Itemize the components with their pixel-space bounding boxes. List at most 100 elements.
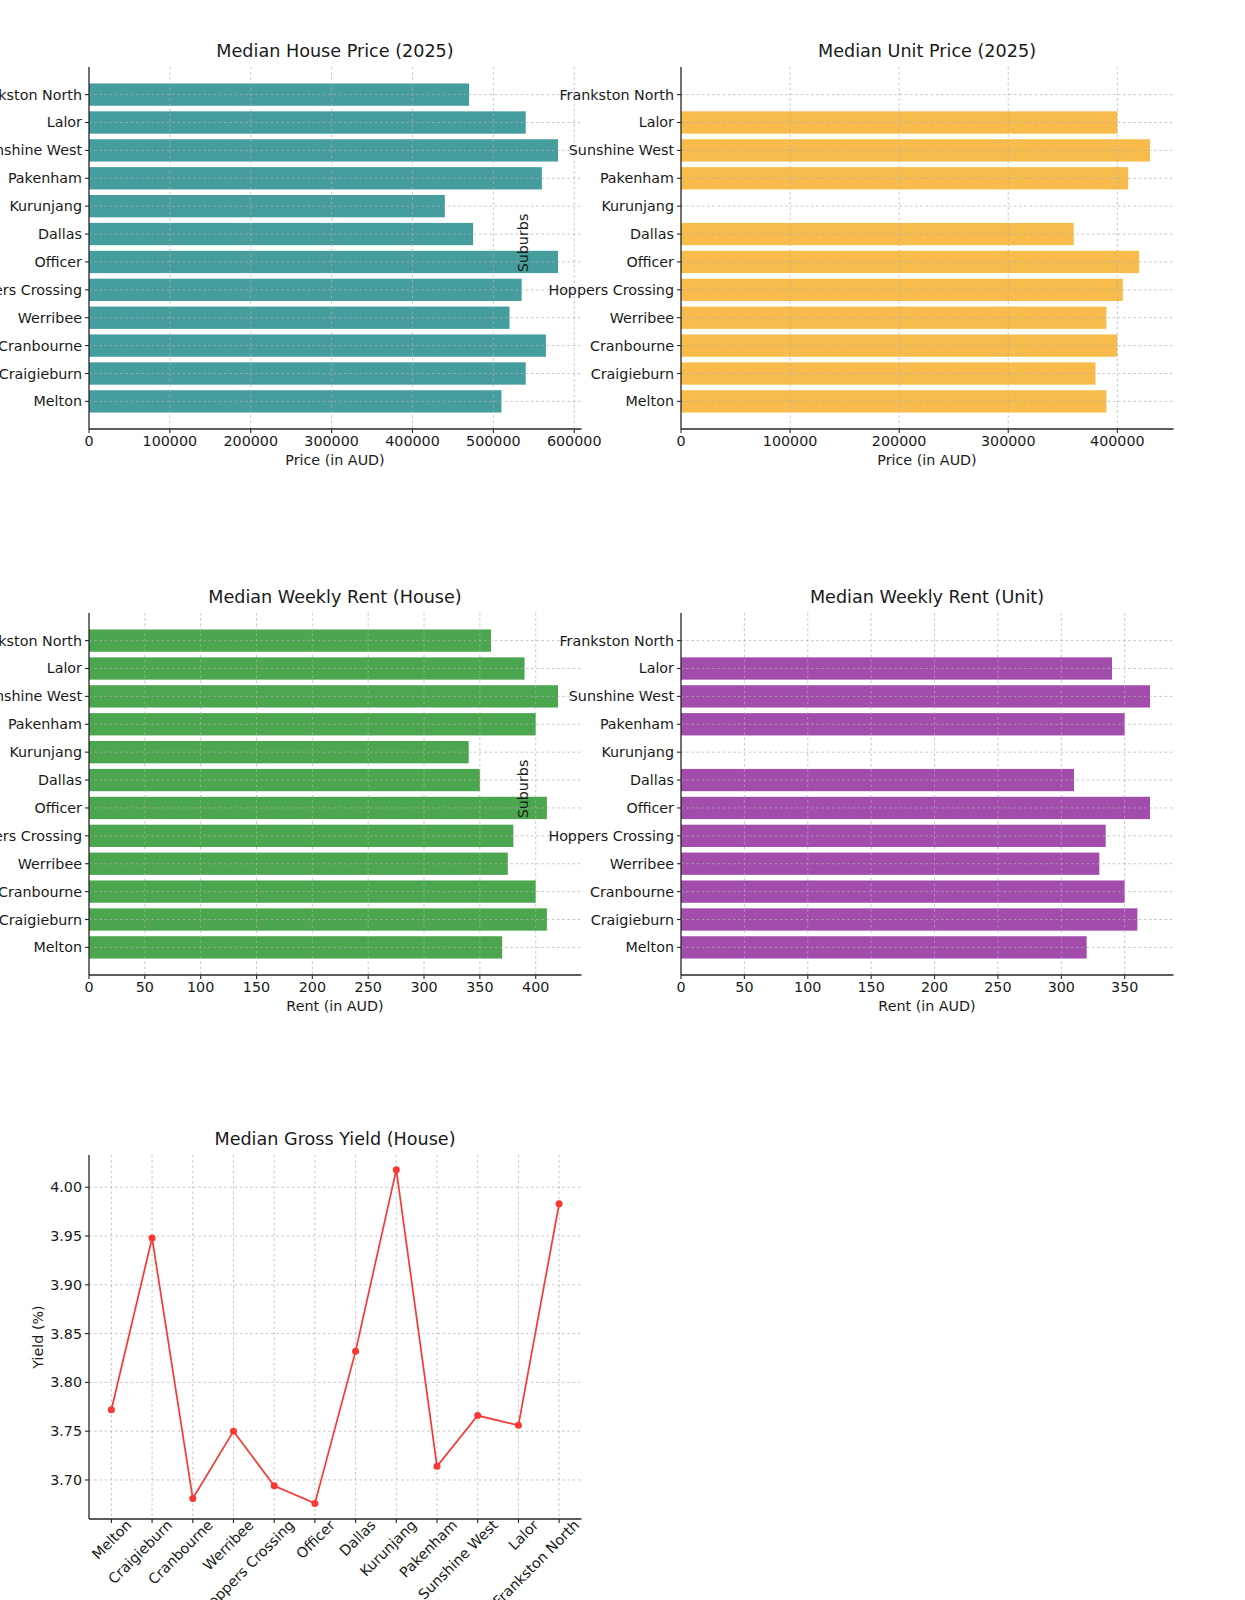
xtick-label-unit-price: 0 — [676, 433, 685, 449]
xtick-label-unit-rent: 250 — [984, 979, 1011, 995]
yield-point-cranbourne — [189, 1495, 196, 1502]
ytick-label-unit-price-sunshine-west: Sunshine West — [569, 142, 675, 158]
ytick-label-house-rent-hoppers-crossing: Hoppers Crossing — [0, 828, 82, 844]
xtick-label-house-rent: 350 — [466, 979, 493, 995]
yield-point-frankston-north — [556, 1200, 563, 1207]
title-median-gross-yield: Median Gross Yield (House) — [214, 1129, 455, 1149]
ytick-label-house-price-cranbourne: Cranbourne — [0, 338, 82, 354]
xlabel-unit-price: Price (in AUD) — [877, 452, 976, 468]
ytick-label-gross-yield: 3.75 — [50, 1423, 82, 1439]
ytick-label-house-rent-lalor: Lalor — [47, 660, 82, 676]
ytick-label-gross-yield: 3.85 — [50, 1326, 82, 1342]
xtick-label-unit-price: 200000 — [872, 433, 927, 449]
xtick-label-house-rent: 0 — [84, 979, 93, 995]
ytick-label-house-rent-cranbourne: Cranbourne — [0, 884, 82, 900]
bar-house-rent-melton — [89, 936, 502, 958]
xtick-label-house-rent: 200 — [299, 979, 326, 995]
ytick-label-gross-yield: 3.90 — [50, 1277, 82, 1293]
xtick-label-house-price: 200000 — [223, 433, 278, 449]
ytick-label-unit-rent-frankston-north: Frankston North — [559, 633, 674, 649]
ytick-label-house-rent-officer: Officer — [34, 800, 82, 816]
xtick-label-house-price: 100000 — [143, 433, 198, 449]
ytick-label-unit-rent-craigieburn: Craigieburn — [591, 912, 674, 928]
xtick-label-house-rent: 250 — [355, 979, 382, 995]
xtick-label-house-rent: 150 — [243, 979, 270, 995]
ytick-label-house-rent-dallas: Dallas — [38, 772, 82, 788]
xtick-label-unit-price: 300000 — [981, 433, 1036, 449]
xtick-label-house-price: 500000 — [466, 433, 521, 449]
yield-point-officer — [311, 1500, 318, 1507]
xtick-label-gross-yield-officer: Officer — [293, 1517, 338, 1562]
ytick-label-house-price-frankston-north: Frankston North — [0, 87, 82, 103]
yield-point-sunshine-west — [474, 1412, 481, 1419]
ytick-label-unit-price-werribee: Werribee — [610, 310, 674, 326]
yield-point-werribee — [230, 1428, 237, 1435]
yield-line — [111, 1170, 559, 1504]
xtick-label-gross-yield-lalor: Lalor — [505, 1517, 541, 1553]
xtick-label-house-price: 0 — [84, 433, 93, 449]
xtick-label-unit-rent: 100 — [794, 979, 821, 995]
xlabel-house-price: Price (in AUD) — [285, 452, 384, 468]
ytick-label-house-price-dallas: Dallas — [38, 226, 82, 242]
ytick-label-unit-price-cranbourne: Cranbourne — [590, 338, 674, 354]
xtick-label-house-price: 600000 — [547, 433, 602, 449]
yield-point-craigieburn — [149, 1234, 156, 1241]
ytick-label-unit-rent-pakenham: Pakenham — [600, 716, 674, 732]
xtick-label-house-rent: 50 — [136, 979, 154, 995]
xtick-label-unit-rent: 0 — [676, 979, 685, 995]
yield-point-hoppers-crossing — [271, 1482, 278, 1489]
ytick-label-unit-price-pakenham: Pakenham — [600, 170, 674, 186]
xtick-label-house-price: 400000 — [385, 433, 440, 449]
ytick-label-house-price-sunshine-west: Sunshine West — [0, 142, 82, 158]
yield-point-dallas — [352, 1348, 359, 1355]
ytick-label-unit-rent-dallas: Dallas — [630, 772, 674, 788]
ytick-label-gross-yield: 4.00 — [50, 1179, 82, 1195]
xtick-label-house-rent: 400 — [522, 979, 549, 995]
ytick-label-unit-price-kurunjang: Kurunjang — [601, 198, 674, 214]
title-median-unit-price: Median Unit Price (2025) — [818, 41, 1036, 61]
ytick-label-house-price-lalor: Lalor — [47, 114, 82, 130]
ytick-label-house-price-kurunjang: Kurunjang — [9, 198, 82, 214]
ylabel-unit-price-suburbs: Suburbs — [515, 214, 531, 273]
ylabel-unit-rent-suburbs: Suburbs — [515, 760, 531, 819]
ytick-label-unit-rent-hoppers-crossing: Hoppers Crossing — [548, 828, 674, 844]
ytick-label-house-price-pakenham: Pakenham — [8, 170, 82, 186]
ytick-label-unit-rent-kurunjang: Kurunjang — [601, 744, 674, 760]
ytick-label-unit-rent-melton: Melton — [625, 939, 674, 955]
ytick-label-house-rent-pakenham: Pakenham — [8, 716, 82, 732]
ytick-label-gross-yield: 3.95 — [50, 1228, 82, 1244]
xtick-label-house-rent: 300 — [410, 979, 437, 995]
yield-point-kurunjang — [393, 1166, 400, 1173]
ytick-label-house-rent-sunshine-west: Sunshine West — [0, 688, 82, 704]
ytick-label-house-rent-melton: Melton — [33, 939, 82, 955]
ytick-label-unit-rent-cranbourne: Cranbourne — [590, 884, 674, 900]
bar-unit-rent-cranbourne — [681, 880, 1125, 902]
ytick-label-unit-price-frankston-north: Frankston North — [559, 87, 674, 103]
ytick-label-unit-price-dallas: Dallas — [630, 226, 674, 242]
xtick-label-house-price: 300000 — [304, 433, 359, 449]
ytick-label-unit-price-hoppers-crossing: Hoppers Crossing — [548, 282, 674, 298]
ytick-label-house-price-craigieburn: Craigieburn — [0, 366, 82, 382]
ytick-label-unit-price-lalor: Lalor — [639, 114, 674, 130]
xtick-label-unit-price: 400000 — [1090, 433, 1145, 449]
xtick-label-house-rent: 100 — [187, 979, 214, 995]
xtick-label-unit-price: 100000 — [763, 433, 818, 449]
ytick-label-house-rent-craigieburn: Craigieburn — [0, 912, 82, 928]
ytick-label-unit-price-officer: Officer — [626, 254, 674, 270]
yield-point-pakenham — [434, 1463, 441, 1470]
ytick-label-house-rent-werribee: Werribee — [18, 856, 82, 872]
xtick-label-unit-rent: 150 — [858, 979, 885, 995]
xlabel-unit-rent: Rent (in AUD) — [878, 998, 975, 1014]
ytick-label-unit-rent-lalor: Lalor — [639, 660, 674, 676]
ytick-label-unit-price-craigieburn: Craigieburn — [591, 366, 674, 382]
bar-house-rent-frankston-north — [89, 629, 491, 651]
xtick-label-unit-rent: 350 — [1111, 979, 1138, 995]
xtick-label-unit-rent: 300 — [1048, 979, 1075, 995]
xtick-label-unit-rent: 200 — [921, 979, 948, 995]
ytick-label-house-price-officer: Officer — [34, 254, 82, 270]
bar-unit-rent-pakenham — [681, 713, 1125, 735]
ytick-label-house-rent-kurunjang: Kurunjang — [9, 744, 82, 760]
title-median-weekly-rent-house: Median Weekly Rent (House) — [208, 587, 461, 607]
ytick-label-house-rent-frankston-north: Frankston North — [0, 633, 82, 649]
ytick-label-gross-yield: 3.70 — [50, 1472, 82, 1488]
